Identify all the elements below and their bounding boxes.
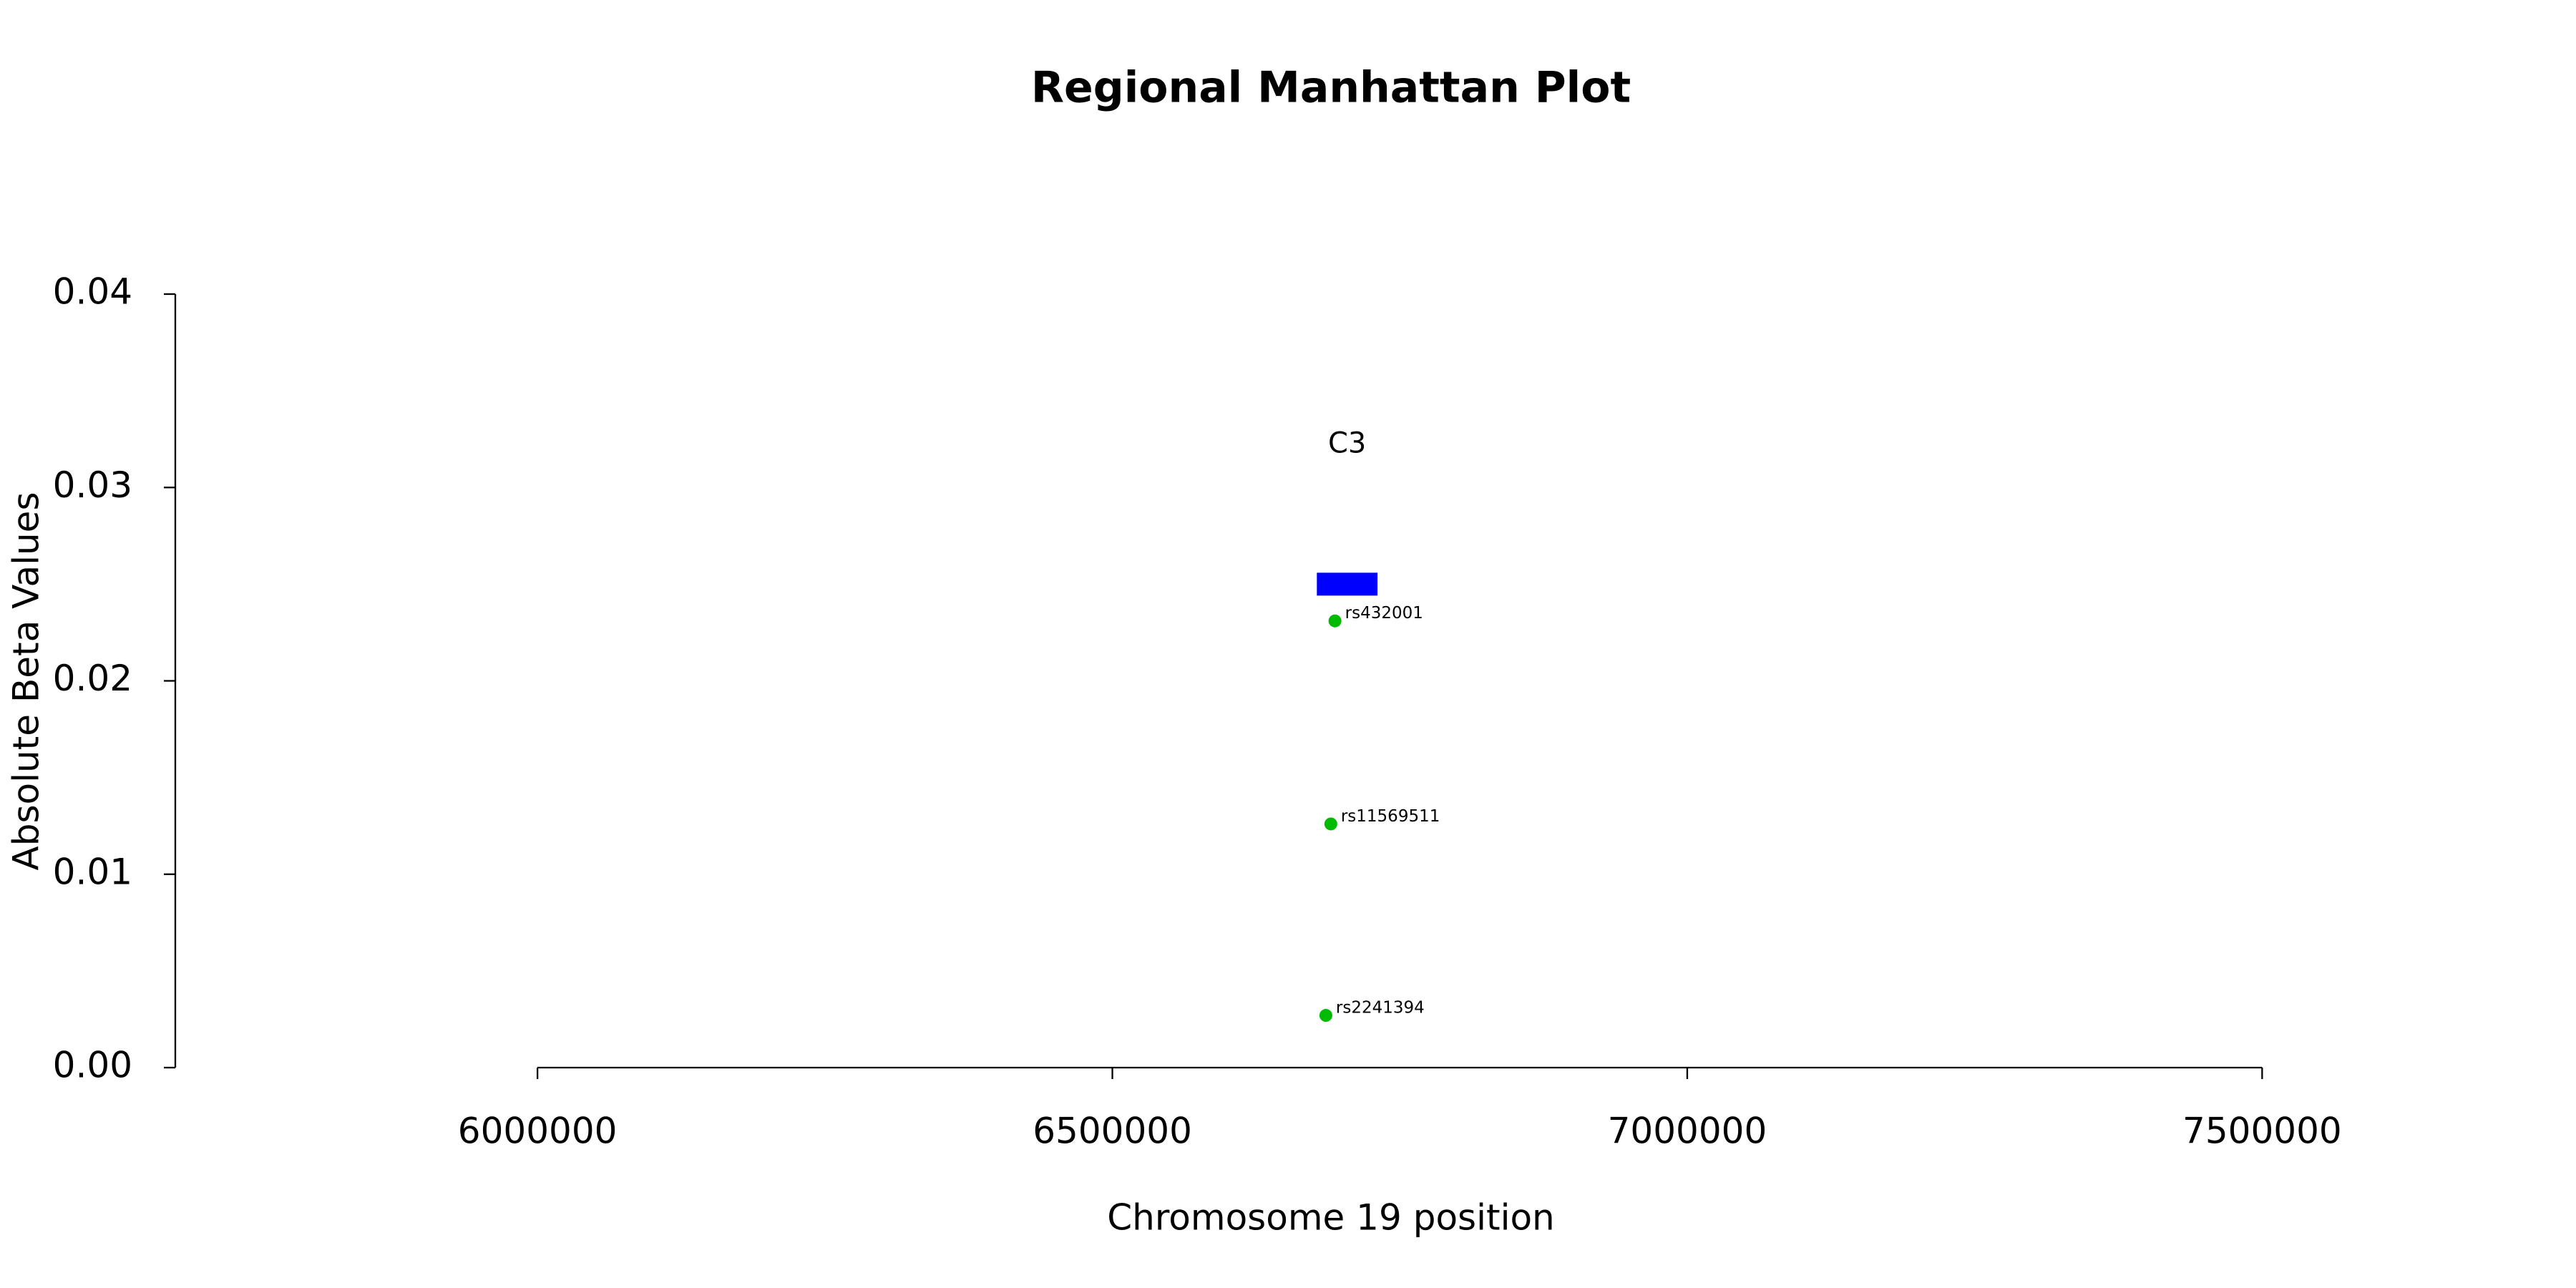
y-axis-label: Absolute Beta Values bbox=[6, 492, 47, 871]
x-axis-label: Chromosome 19 position bbox=[1107, 1197, 1555, 1239]
snp-label: rs11569511 bbox=[1341, 807, 1440, 826]
y-tick-label: 0.01 bbox=[53, 851, 132, 892]
y-tick-label: 0.03 bbox=[53, 464, 132, 506]
y-tick-label: 0.04 bbox=[53, 271, 132, 313]
snp-label: rs2241394 bbox=[1336, 999, 1425, 1018]
snp-label: rs432001 bbox=[1345, 604, 1423, 623]
y-tick-label: 0.02 bbox=[53, 658, 132, 699]
gene-label: C3 bbox=[1328, 426, 1366, 459]
x-tick-label: 6000000 bbox=[458, 1111, 618, 1152]
snp-point bbox=[1324, 817, 1337, 831]
x-tick-label: 7000000 bbox=[1608, 1111, 1767, 1152]
x-tick-label: 7500000 bbox=[2182, 1111, 2342, 1152]
x-tick-label: 6500000 bbox=[1033, 1111, 1192, 1152]
snp-point bbox=[1319, 1009, 1332, 1023]
snp-point bbox=[1328, 614, 1342, 628]
gene bbox=[1317, 572, 1378, 596]
chart-title: Regional Manhattan Plot bbox=[1031, 63, 1631, 113]
y-tick-label: 0.00 bbox=[53, 1045, 132, 1086]
